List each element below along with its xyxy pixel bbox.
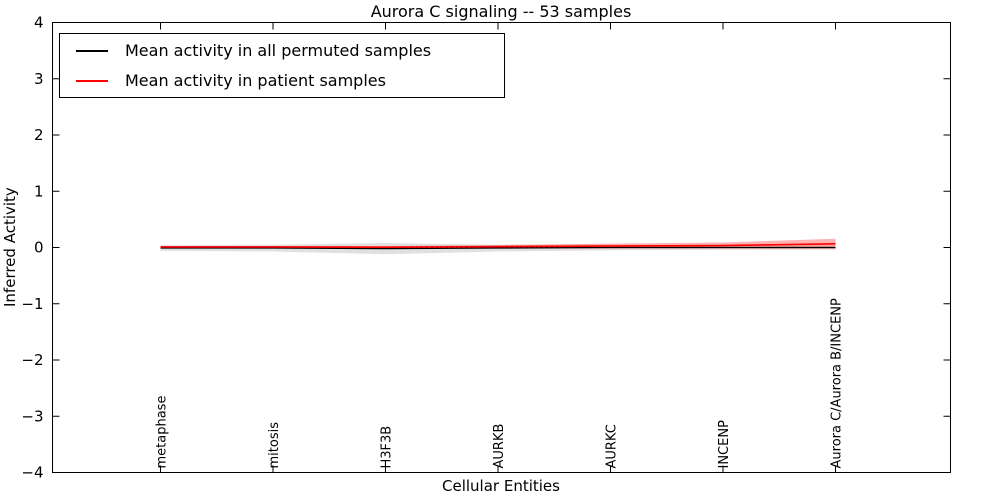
y-tick-label: 4	[34, 14, 44, 32]
permuted-line-sample	[76, 49, 108, 52]
y-tick-label: 3	[34, 70, 44, 88]
legend-entry-patient: Mean activity in patient samples	[76, 70, 504, 92]
legend-label: Mean activity in all permuted samples	[125, 41, 432, 60]
y-tick-label: 1	[34, 182, 44, 200]
x-tick-label: mitosis	[267, 422, 282, 469]
x-tick-label: AURKC	[605, 424, 620, 468]
x-tick-label: AURKB	[492, 424, 507, 469]
y-tick-label: −1	[21, 295, 43, 313]
y-tick-label: −2	[21, 351, 43, 369]
y-tick-label: 0	[34, 239, 44, 257]
y-tick-label: −4	[21, 464, 43, 482]
y-tick-label: −3	[21, 407, 43, 425]
chart-title: Aurora C signaling -- 53 samples	[370, 2, 632, 21]
mean-line-1	[160, 243, 836, 249]
mean-line-0	[160, 246, 836, 250]
x-tick-label: Aurora C/Aurora B/INCENP	[830, 298, 845, 469]
x-tick-label: H3F3B	[380, 426, 395, 469]
legend-label: Mean activity in patient samples	[125, 71, 386, 90]
legend-entry-permuted: Mean activity in all permuted samples	[76, 40, 504, 62]
x-axis-label: Cellular Entities	[442, 477, 560, 495]
y-tick-label: 2	[34, 126, 44, 144]
x-tick-label: INCENP	[717, 420, 732, 469]
x-tick-label: metaphase	[155, 396, 170, 469]
legend-box: Mean activity in all permuted samples Me…	[59, 33, 505, 98]
patient-line-sample	[76, 79, 108, 82]
